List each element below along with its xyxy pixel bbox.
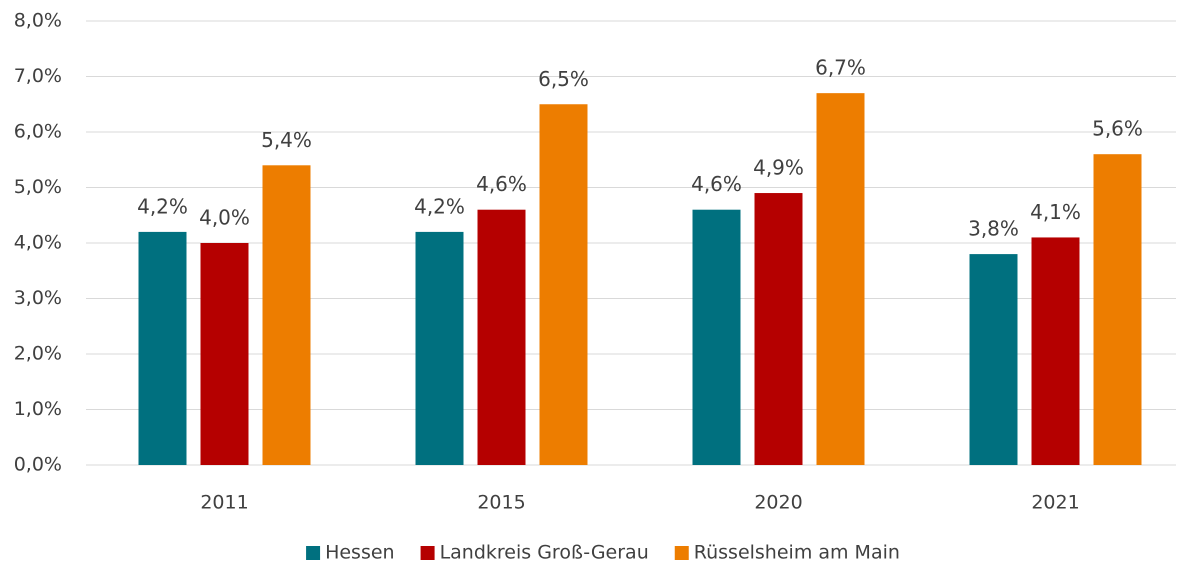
x-tick-label: 2020 — [754, 492, 802, 514]
y-tick-label: 5,0% — [14, 176, 62, 198]
bar — [138, 231, 187, 465]
legend-label: Hessen — [325, 542, 395, 564]
value-label: 4,2% — [414, 194, 465, 218]
x-tick-label: 2011 — [200, 492, 248, 514]
value-label: 4,9% — [753, 156, 804, 180]
legend-label: Rüsselsheim am Main — [694, 542, 900, 564]
value-label: 3,8% — [968, 217, 1019, 241]
bar — [1031, 237, 1080, 465]
legend-swatch — [674, 546, 689, 560]
value-label: 5,4% — [261, 128, 312, 152]
bar — [415, 231, 464, 465]
bar — [692, 209, 741, 465]
value-label: 6,7% — [815, 56, 866, 80]
value-label: 4,1% — [1030, 200, 1081, 224]
legend-swatch — [306, 546, 321, 560]
bar — [754, 193, 803, 466]
x-tick-label: 2015 — [477, 492, 525, 514]
y-tick-label: 8,0% — [14, 10, 62, 32]
y-tick-label: 2,0% — [14, 343, 62, 365]
bar — [200, 243, 249, 465]
value-label: 6,5% — [538, 67, 589, 91]
y-tick-label: 0,0% — [14, 454, 62, 476]
value-label: 5,6% — [1092, 117, 1143, 141]
y-tick-label: 6,0% — [14, 121, 62, 143]
bar — [816, 93, 865, 466]
value-label: 4,0% — [199, 206, 250, 230]
bar — [539, 104, 588, 465]
bar — [969, 254, 1018, 465]
y-tick-label: 4,0% — [14, 232, 62, 254]
y-tick-label: 7,0% — [14, 65, 62, 87]
bar — [262, 165, 311, 466]
value-label: 4,2% — [137, 194, 188, 218]
bar — [477, 209, 526, 465]
legend-swatch — [420, 546, 435, 560]
y-tick-label: 3,0% — [14, 287, 62, 309]
value-label: 4,6% — [691, 172, 742, 196]
legend-label: Landkreis Groß-Gerau — [440, 542, 649, 564]
y-tick-label: 1,0% — [14, 398, 62, 420]
bar — [1093, 154, 1142, 465]
value-label: 4,6% — [476, 172, 527, 196]
x-tick-label: 2021 — [1031, 492, 1079, 514]
